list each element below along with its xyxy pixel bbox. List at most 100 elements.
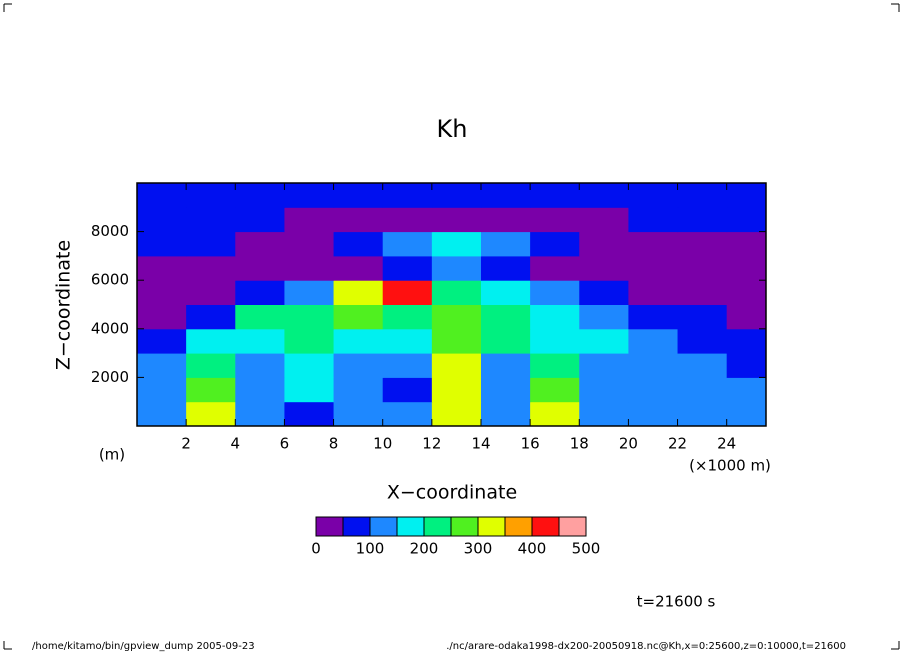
heat-cell [726,401,767,427]
heat-cell [431,377,482,403]
heat-cell [431,401,482,427]
x-unit: (×1000 m) [689,457,771,475]
x-tick-label: 10 [373,435,392,453]
heat-cell [628,304,679,330]
x-tick-label: 22 [668,435,687,453]
heat-cell [186,280,236,305]
heat-cell [137,183,187,208]
heat-cell [186,255,236,281]
heat-cell [579,255,629,281]
heat-cell [579,183,629,208]
x-tick-label: 24 [717,435,736,453]
heat-cell [137,304,187,330]
x-tick-label: 20 [619,435,638,453]
heat-cell [137,280,187,305]
heat-cell [480,353,531,378]
x-tick-label: 14 [471,435,490,453]
y-tick-label: 8000 [91,222,129,240]
colorbar-box [450,516,479,537]
heat-cell [235,377,285,403]
colorbar-label: 500 [572,540,601,558]
heat-cell [726,304,767,330]
heat-cell [431,353,482,378]
heat-cell [382,377,433,403]
heat-cell [137,231,187,257]
heat-cell [382,231,433,257]
heat-cell [284,231,335,257]
x-tick-label: 18 [570,435,589,453]
heat-cell [480,207,531,233]
heat-cell [480,377,531,403]
y-axis-label: Z−coordinate [53,240,75,370]
colorbar-box [396,516,425,537]
heat-cell [726,280,767,305]
heat-cell [186,377,236,403]
heat-cell [677,280,728,305]
heat-cell [480,231,531,257]
heat-cell [677,401,728,427]
heat-cell [431,183,482,208]
colorbar-box [315,516,344,537]
heat-cell [677,207,728,233]
heat-cell [333,255,384,281]
time-label: t=21600 s [637,593,716,611]
heat-cell [677,377,728,403]
heat-cell [137,207,187,233]
heat-cell [382,401,433,427]
heat-cell [677,328,728,354]
colorbar-label: 200 [410,540,439,558]
heat-cell [284,377,335,403]
heat-cell [480,280,531,305]
y-tick-label: 2000 [91,368,129,386]
x-tick-label: 4 [231,435,241,453]
colorbar-box [477,516,506,537]
heat-cell [726,353,767,378]
heat-cell [480,304,531,330]
heat-cell [628,207,679,233]
heat-cell [137,377,187,403]
heat-cell [382,353,433,378]
heat-cell [579,231,629,257]
heat-cell [480,328,531,354]
heat-cell [431,304,482,330]
heat-cell [235,304,285,330]
heat-cell [530,304,580,330]
heat-cell [186,353,236,378]
heat-cell [284,255,335,281]
heat-cell [333,353,384,378]
plot-frame [136,182,767,427]
y-tick-label: 4000 [91,319,129,337]
heat-cell [677,231,728,257]
heat-cell [333,377,384,403]
heat-cell [382,304,433,330]
heat-cell [480,255,531,281]
heat-cell [186,401,236,427]
heat-cell [333,401,384,427]
heat-cell [382,183,433,208]
heat-cell [137,255,187,281]
heat-cell [579,377,629,403]
heat-cell [333,328,384,354]
x-tick-label: 16 [521,435,540,453]
heat-cell [284,328,335,354]
x-tick-label: 12 [422,435,441,453]
heat-cell [235,328,285,354]
x-tick-label: 8 [329,435,339,453]
heat-cell [382,328,433,354]
heat-cell [628,353,679,378]
heat-cell [726,207,767,233]
x-tick-label: 2 [181,435,191,453]
heat-cell [726,255,767,281]
heat-cell [530,231,580,257]
heat-cell [186,304,236,330]
heat-cell [333,231,384,257]
heat-cell [333,207,384,233]
colorbar-box [342,516,371,537]
heat-cell [186,328,236,354]
y-tick-label: 6000 [91,271,129,289]
heat-cell [235,353,285,378]
heat-cell [333,183,384,208]
heat-cell [579,304,629,330]
heat-cell [530,255,580,281]
heat-cell [530,183,580,208]
